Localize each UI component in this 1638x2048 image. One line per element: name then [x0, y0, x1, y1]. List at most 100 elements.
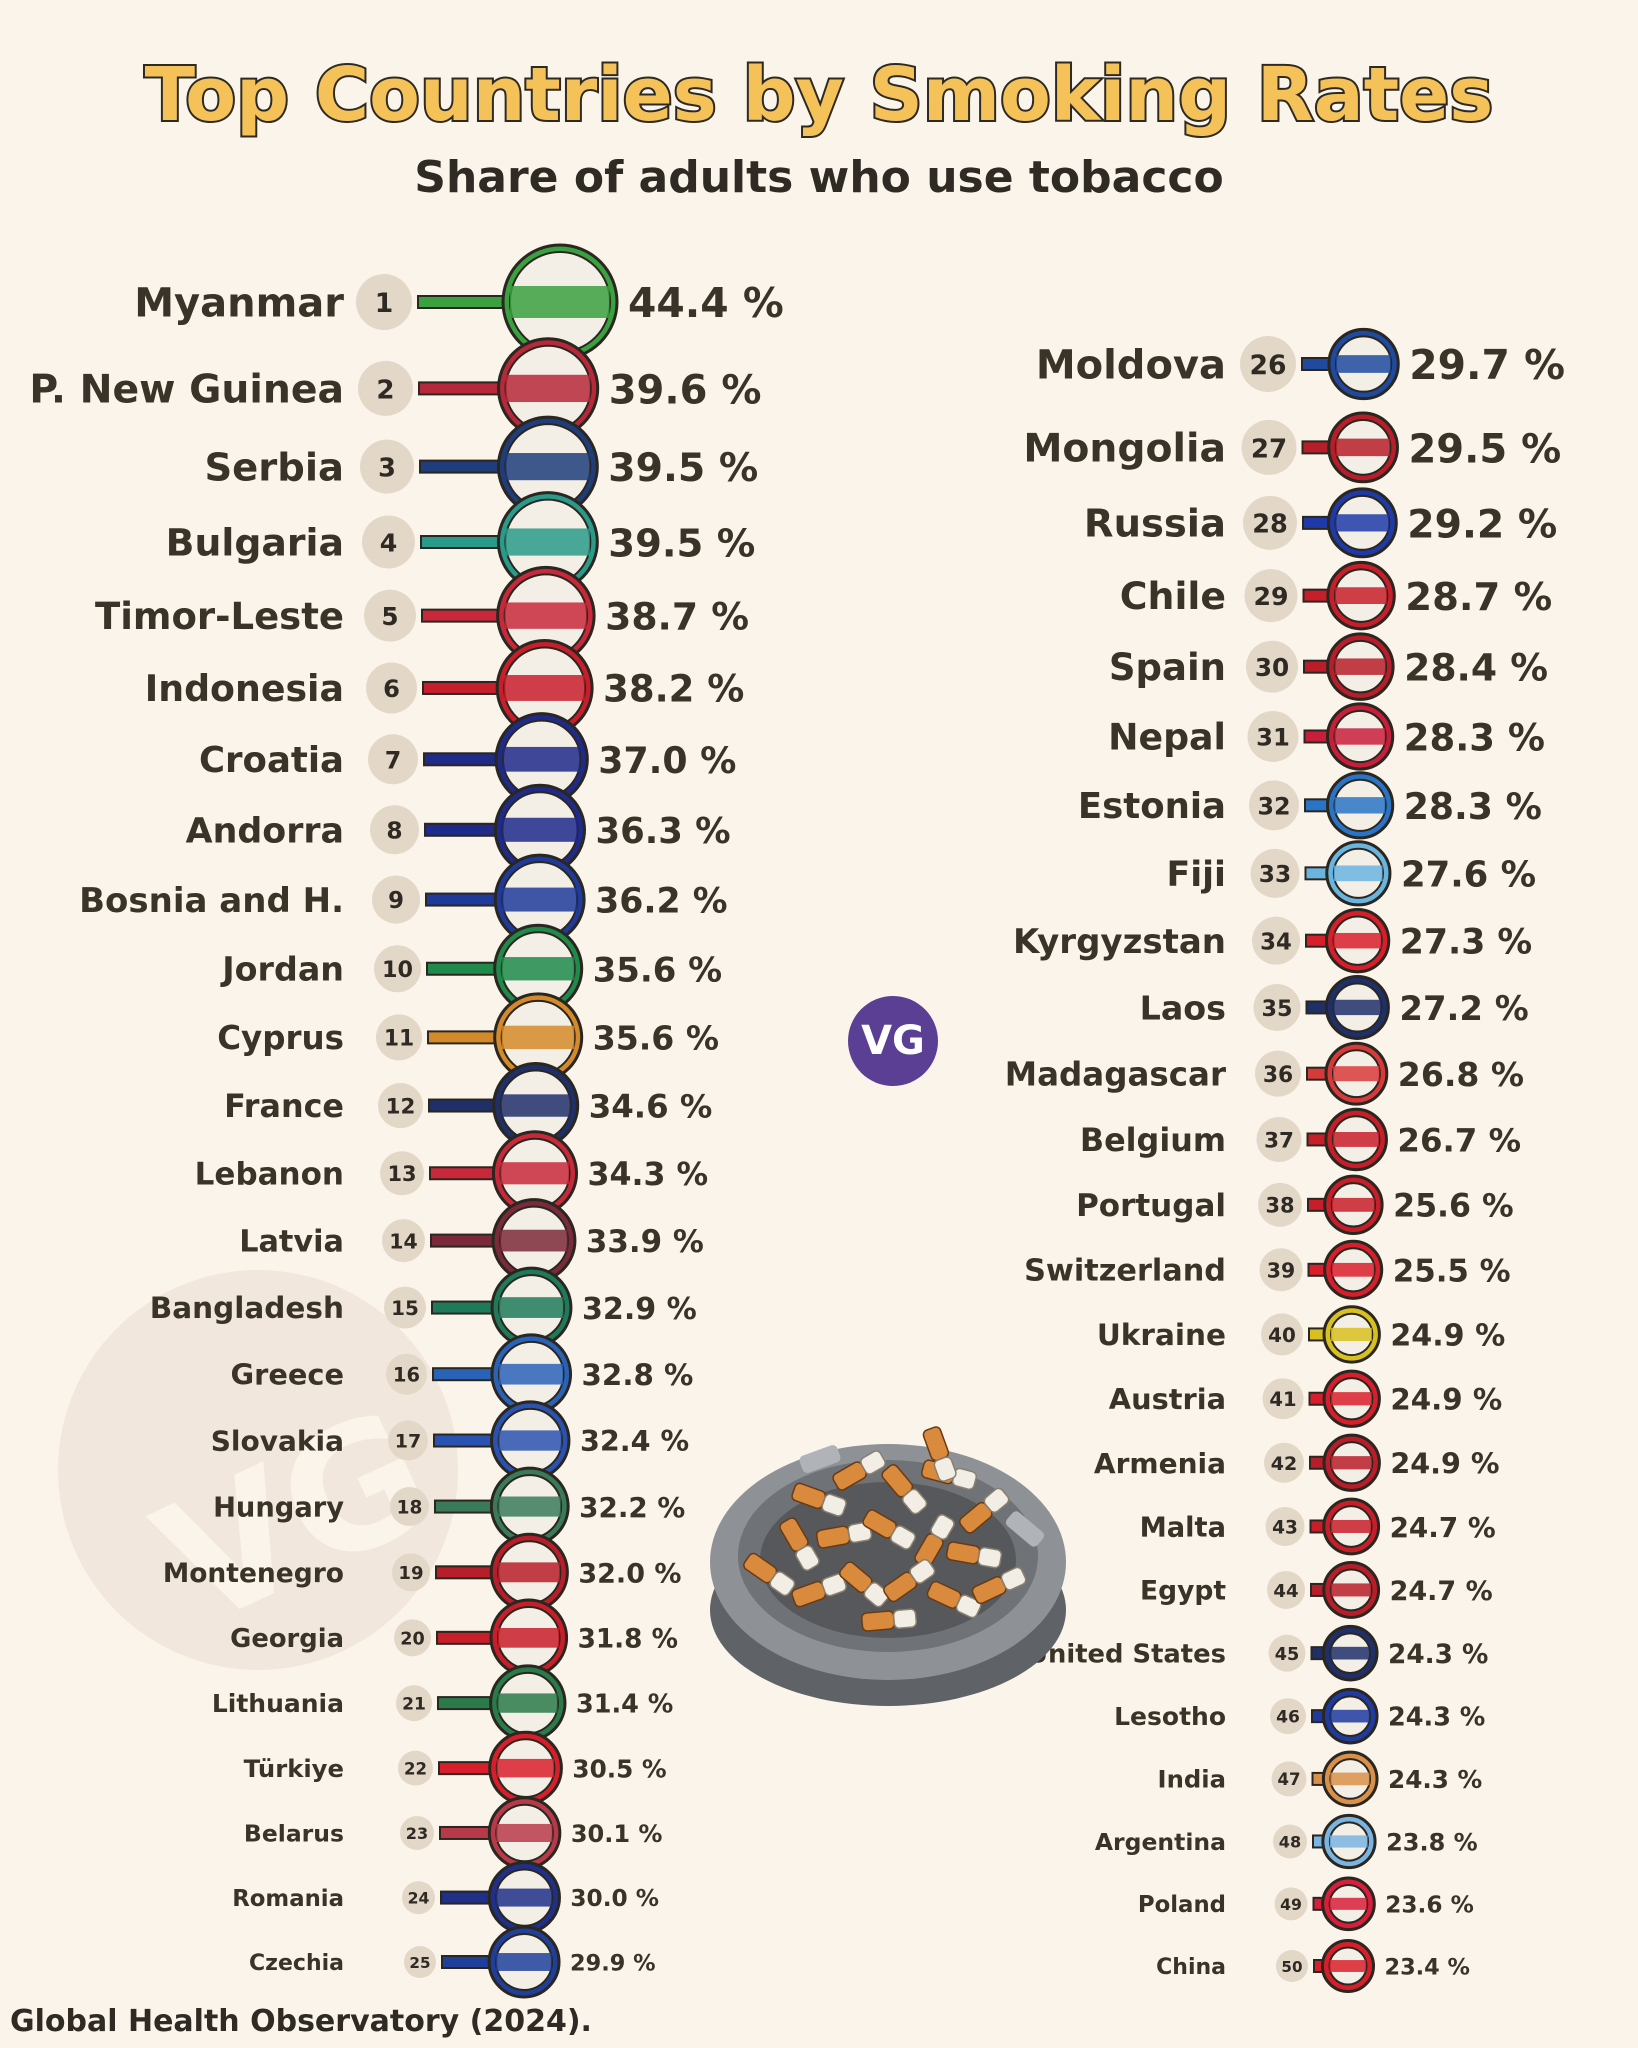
value-label: 39.6 % [609, 367, 762, 413]
flag-stripe [505, 528, 590, 556]
bar-row: Laos 35 27.2 % [1140, 974, 1529, 1040]
rank-badge [356, 274, 412, 330]
cigarette-butt [922, 1426, 957, 1482]
rank-label: 7 [385, 746, 402, 774]
flag-stripe [1334, 797, 1386, 814]
rank-badge [372, 875, 420, 924]
bar-row: Ukraine 40 24.9 % [1097, 1305, 1505, 1364]
cigarette-butt [779, 1517, 820, 1571]
rank-label: 16 [393, 1364, 420, 1387]
country-label: Türkiye [244, 1754, 344, 1783]
rank-label: 24 [408, 1889, 430, 1908]
flag-stripe [1330, 1772, 1370, 1786]
bar-connector [436, 1630, 497, 1645]
rank-label: 33 [1259, 861, 1291, 888]
value-label: 32.9 % [582, 1292, 697, 1327]
rank-label: 42 [1271, 1453, 1297, 1475]
bar-connector [427, 1030, 501, 1045]
value-label: 27.3 % [1400, 923, 1532, 963]
cigarette-butt [926, 1580, 982, 1619]
rank-label: 12 [386, 1095, 416, 1120]
bar-connector [441, 1955, 496, 1969]
country-label: Russia [1084, 502, 1226, 547]
rank-label: 4 [380, 529, 398, 558]
bar-connector [429, 1166, 500, 1181]
bar-row: Belarus 23 30.1 % [244, 1796, 662, 1870]
flag-stripe [1335, 514, 1389, 532]
bar-row: Chile 29 28.7 % [1120, 560, 1552, 631]
flag-stripe [510, 286, 610, 318]
rank-label: 5 [381, 602, 398, 631]
value-label: 35.6 % [593, 1019, 719, 1058]
country-label: Lesotho [1114, 1702, 1226, 1731]
country-label: Montenegro [163, 1558, 344, 1589]
rank-label: 6 [383, 675, 400, 703]
rank-label: 14 [389, 1229, 417, 1253]
value-label: 24.3 % [1388, 1640, 1488, 1670]
bar-connector [434, 1499, 498, 1514]
country-label: Moldova [1036, 342, 1226, 388]
rank-badge [382, 1219, 425, 1263]
flag-stripe [496, 1888, 552, 1907]
rank-badge [392, 1553, 430, 1592]
value-label: 28.3 % [1404, 716, 1545, 759]
value-label: 32.0 % [578, 1558, 681, 1589]
country-label: Mongolia [1023, 427, 1226, 472]
flag-stripe [504, 602, 587, 629]
flag-stripe [1330, 1583, 1372, 1597]
bar-row: Myanmar 1 44.4 % [134, 243, 784, 361]
cigarette-butt [791, 1482, 847, 1517]
country-label: Hungary [213, 1492, 344, 1523]
rank-badge [1243, 495, 1297, 550]
value-label: 38.2 % [603, 668, 744, 711]
bar-row: Andorra 8 36.3 % [186, 783, 731, 876]
country-label: Fiji [1166, 855, 1226, 895]
chart-title: Top Countries by Smoking Rates [143, 50, 1496, 140]
rank-badge [1255, 1050, 1301, 1097]
rank-badge [378, 1083, 423, 1129]
rank-label: 20 [400, 1629, 424, 1649]
rank-label: 28 [1252, 510, 1288, 540]
rank-label: 32 [1257, 792, 1290, 820]
bar-row: Estonia 32 28.3 % [1078, 771, 1542, 840]
bar-connector [431, 1300, 499, 1315]
flag-stripe [1331, 1392, 1372, 1406]
rank-label: 8 [386, 818, 402, 845]
country-label: P. New Guinea [29, 368, 344, 413]
rank-badge [1240, 336, 1296, 392]
country-label: Bangladesh [150, 1291, 344, 1325]
value-label: 24.3 % [1388, 1703, 1485, 1733]
country-label: Nepal [1108, 716, 1226, 759]
rank-label: 36 [1263, 1063, 1293, 1088]
value-label: 24.9 % [1390, 1319, 1505, 1354]
bar-row: Nepal 31 28.3 % [1108, 702, 1545, 771]
rank-badge [368, 734, 418, 785]
bar-connector [438, 1761, 496, 1776]
value-label: 24.9 % [1390, 1446, 1499, 1480]
value-label: 24.7 % [1390, 1511, 1496, 1544]
rank-badge [396, 1685, 432, 1722]
rank-label: 11 [384, 1027, 414, 1052]
bar-row: Belgium 37 26.7 % [1080, 1107, 1521, 1172]
country-label: Bulgaria [166, 521, 344, 565]
bar-connector [426, 961, 501, 976]
rank-badge [390, 1487, 429, 1527]
rank-badge [384, 1286, 426, 1329]
bar-row: Armenia 42 24.9 % [1094, 1433, 1500, 1492]
rank-badge [1265, 1506, 1305, 1546]
flag-stripe [497, 1627, 560, 1648]
value-label: 38.7 % [605, 595, 749, 639]
rank-badge [1256, 1116, 1302, 1162]
flag-stripe [502, 887, 577, 912]
value-label: 28.7 % [1405, 575, 1552, 620]
bar-row: Montenegro 19 32.0 % [163, 1532, 681, 1612]
bar-row: Argentina 48 23.8 % [1095, 1813, 1478, 1870]
rank-label: 25 [409, 1954, 430, 1972]
country-label: Madagascar [1005, 1055, 1226, 1093]
rank-badge [386, 1353, 427, 1395]
rank-label: 47 [1277, 1770, 1300, 1789]
bar-row: Portugal 38 25.6 % [1076, 1174, 1514, 1235]
rank-badge [1244, 569, 1298, 623]
rank-label: 10 [382, 957, 413, 983]
bar-connector [433, 1433, 498, 1448]
